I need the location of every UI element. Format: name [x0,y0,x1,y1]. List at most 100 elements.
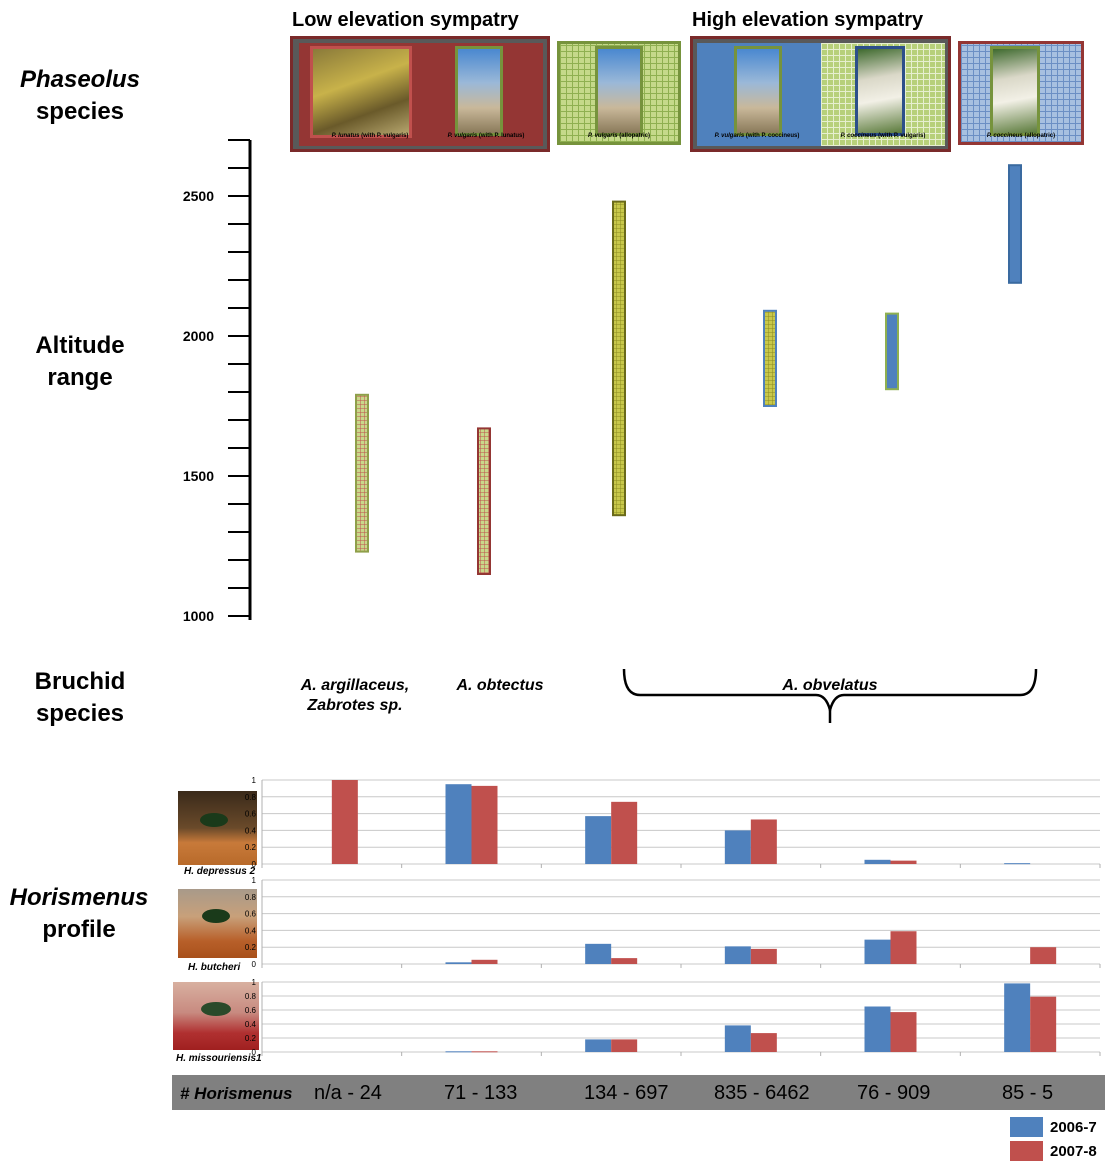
bar-2006-7 [864,939,891,964]
photo-vulgaris-low [455,46,503,136]
bar-2007-8 [1030,947,1057,964]
bar-chart-tick-label: 1 [252,876,257,885]
insect-photo-depressus [178,791,257,865]
caption-vulgaris-low: P. vulgaris (with P. lunatus) [447,133,525,139]
bar-2007-8 [750,1033,777,1052]
horismenus-label-italic: Horismenus [9,884,149,911]
insect-label-missouriensis: H. missouriensis1 [176,1053,262,1064]
altitude-label-2: range [47,364,113,391]
insect-body-depressus [200,813,228,827]
bruchid-species-1-line2: Zabrotes sp. [307,697,403,714]
photo-vulgaris-high [734,46,782,136]
bar-2007-8 [471,1051,498,1053]
bar-chart-tick-label: 0.4 [245,1020,257,1029]
bar-2006-7 [585,943,612,964]
photo-vulgaris-allopatric [595,46,643,136]
high-elevation-title: High elevation sympatry [692,9,924,31]
bar-2007-8 [890,931,917,964]
footer-count: n/a - 24 [314,1082,382,1104]
footer-count: 134 - 697 [584,1082,669,1104]
bar-chart-tick-label: 0.2 [245,843,257,852]
altitude-chart: 1000 1500 2000 2500 [183,139,1022,624]
legend-label-2007: 2007-8 [1050,1143,1097,1160]
altitude-tick-label: 1000 [183,608,214,624]
phaseolus-label-species: species [35,98,125,125]
altitude-tick-label: 2500 [183,188,214,204]
insect-body-missouriensis [201,1002,231,1016]
caption-coccineus-high: P. coccineus (with P. vulgaris) [840,133,926,139]
altitude-range-bar [885,312,899,391]
bar-chart-tick-label: 1 [252,776,257,785]
bar-2006-7 [585,816,612,864]
bar-chart-tick-label: 0.4 [245,826,257,835]
insect-photo-missouriensis [173,982,259,1050]
bar-chart-tick-label: 0.4 [245,926,257,935]
footer-count: 85 - 5 [1002,1082,1054,1104]
legend-swatch-2007 [1010,1141,1043,1161]
altitude-label-1: Altitude [35,332,125,359]
caption-lunatus: P. lunatus (with P. vulgaris) [331,133,409,139]
caption-vulgaris-high: P. vulgaris (with P. coccineus) [714,133,800,139]
altitude-range-bar [477,427,491,575]
footer-count: 76 - 909 [857,1082,931,1104]
bar-chart-tick-label: 1 [252,978,257,987]
altitude-tick-label: 1500 [183,468,214,484]
bar-2007-8 [750,819,777,864]
footer-label: # Horismenus [180,1084,293,1103]
bar-2006-7 [864,1006,891,1052]
insect-label-depressus: H. depressus 2 [184,866,256,877]
bar-chart-tick-label: 0 [252,860,257,869]
altitude-tick-label: 2000 [183,328,214,344]
photo-lunatus [310,46,412,138]
horismenus-count-bar: # Horismenus n/a - 24 71 - 133 134 - 697… [172,1075,1105,1110]
bar-2007-8 [1030,996,1057,1052]
bar-2006-7 [724,830,751,864]
legend-swatch-2006 [1010,1117,1043,1137]
footer-count: 71 - 133 [444,1082,518,1104]
bruchid-species-2: A. obtectus [456,677,544,694]
photo-coccineus-high [855,46,905,136]
bar-2006-7 [445,784,472,864]
horismenus-bar-charts: 0 0.2 0.4 0.6 0.8 1 0 0.2 0.4 0.6 0.8 1 0 0.2 0.4 0.6 0.… [245,776,1101,1057]
bar-2006-7 [445,962,472,964]
bruchid-label-2: species [35,700,125,727]
bar-chart-tick-label: 0.8 [245,893,257,902]
bar-chart-tick-label: 0.8 [245,992,257,1001]
altitude-range-bar [612,200,626,517]
bar-2007-8 [611,801,638,864]
horismenus-label-profile: profile [42,916,116,943]
bar-chart-tick-label: 0 [252,960,257,969]
insect-body-butcheri [202,909,230,923]
bar-chart-tick-label: 0 [252,1048,257,1057]
bar-2006-7 [585,1039,612,1052]
horismenus-row-label: Horismenus profile [4,882,154,946]
bar-2007-8 [750,948,777,964]
bar-2007-8 [471,959,498,964]
bar-chart-tick-label: 0.6 [245,910,257,919]
bruchid-row-label: Bruchid species [10,666,150,730]
bar-2007-8 [611,958,638,964]
bar-2007-8 [331,780,358,864]
bar-2007-8 [890,860,917,864]
bar-2007-8 [471,785,498,864]
bruchid-species-1: A. argillaceus, Zabrotes sp. [280,676,430,716]
obvelatus-brace [622,668,1038,723]
altitude-range-bar [355,393,369,553]
bruchid-label-1: Bruchid [34,668,126,695]
bar-2006-7 [1004,983,1031,1052]
bar-chart-tick-label: 0.8 [245,793,257,802]
bar-2007-8 [890,1012,917,1052]
low-elevation-title: Low elevation sympatry [292,9,519,31]
footer-count: 835 - 6462 [714,1082,810,1104]
phaseolus-row-label: Phaseolus species [10,64,150,128]
insect-label-butcheri: H. butcheri [188,962,241,973]
phaseolus-label-italic: Phaseolus [19,66,141,93]
bar-chart-tick-label: 0.2 [245,1034,257,1043]
bar-chart-tick-label: 0.6 [245,1006,257,1015]
bar-2006-7 [1004,863,1031,865]
bruchid-species-1-line1: A. argillaceus, [300,677,410,694]
bar-2006-7 [445,1051,472,1053]
bar-2006-7 [864,859,891,864]
altitude-row-label: Altitude range [10,330,150,394]
bar-chart-tick-label: 0.2 [245,943,257,952]
